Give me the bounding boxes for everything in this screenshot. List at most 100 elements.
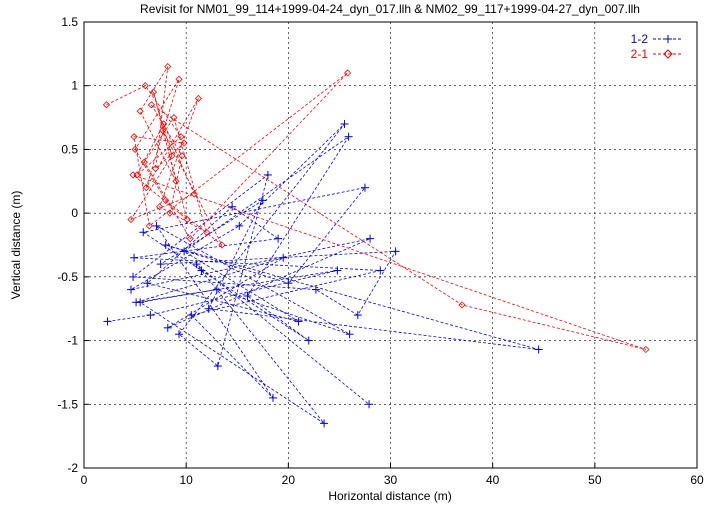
data-point	[320, 419, 329, 428]
data-point	[353, 311, 362, 320]
data-point	[146, 311, 155, 320]
data-point	[166, 209, 174, 217]
data-point	[126, 285, 135, 294]
data-point	[143, 279, 152, 288]
data-point	[340, 119, 349, 128]
data-point	[274, 234, 283, 243]
data-point	[269, 393, 278, 402]
grid-lines	[84, 22, 697, 468]
data-point	[183, 215, 191, 224]
x-tick-label: 50	[588, 473, 602, 487]
data-point	[177, 133, 185, 141]
data-point	[152, 221, 161, 230]
x-tick-label: 20	[282, 473, 296, 487]
data-point	[391, 247, 400, 256]
y-tick-label: 1	[71, 79, 78, 93]
data-point	[136, 107, 144, 115]
data-point	[228, 202, 237, 211]
series-1-2	[103, 119, 543, 428]
data-point	[187, 311, 196, 320]
y-tick-label: 0	[71, 206, 78, 220]
data-point	[258, 196, 267, 205]
data-point	[376, 266, 385, 275]
data-point	[284, 279, 293, 288]
data-point	[162, 196, 170, 204]
data-point	[344, 132, 353, 141]
data-point	[175, 330, 184, 339]
data-point	[147, 101, 155, 109]
data-point	[360, 183, 369, 192]
data-point	[192, 260, 201, 269]
data-point	[534, 345, 543, 354]
y-tick-label: -1.5	[57, 397, 78, 411]
x-tick-label: 10	[179, 473, 193, 487]
data-point	[279, 253, 288, 262]
x-tick-label: 0	[81, 473, 88, 487]
data-point	[333, 266, 342, 275]
data-point	[168, 152, 176, 160]
data-point	[190, 190, 198, 198]
data-point	[136, 298, 145, 307]
data-point	[102, 101, 111, 109]
data-point	[141, 82, 149, 90]
legend: 1-2 2-1	[631, 32, 683, 61]
data-point	[294, 317, 303, 326]
data-point	[180, 139, 188, 147]
y-tick-label: 0.5	[61, 142, 78, 156]
data-point	[235, 221, 244, 230]
data-point	[130, 253, 139, 262]
data-point	[156, 203, 164, 211]
y-axis-label: Vertical distance (m)	[9, 191, 23, 300]
y-tick-label: -0.5	[57, 270, 78, 284]
data-point	[131, 145, 139, 153]
series-2-1	[102, 63, 650, 354]
data-point	[139, 228, 148, 237]
legend-marker-2-1	[663, 49, 673, 59]
data-point	[161, 241, 170, 249]
data-point	[160, 120, 168, 128]
y-tick-label: -2	[67, 461, 78, 475]
x-tick-label: 30	[384, 473, 398, 487]
data-point	[642, 345, 650, 354]
data-point	[140, 158, 148, 166]
data-point	[103, 317, 112, 326]
data-point	[203, 228, 211, 236]
data-point	[213, 362, 222, 371]
data-point	[186, 235, 194, 243]
series-line	[107, 123, 539, 424]
data-point	[212, 285, 221, 294]
data-point	[127, 215, 135, 224]
axis-labels: 0 10 20 30 40 50 60 -2 -1.5 -1 -0.5 0 0.5 1 1.5	[57, 15, 704, 487]
data-point	[458, 301, 466, 309]
y-tick-label: 1.5	[61, 15, 78, 29]
data-point	[159, 126, 167, 134]
data-point	[129, 171, 137, 179]
data-point	[130, 133, 138, 141]
data-point	[263, 170, 272, 179]
series-line	[106, 66, 647, 350]
data-point	[145, 222, 153, 230]
data-point	[142, 184, 150, 192]
data-point	[172, 177, 180, 185]
data-point	[194, 94, 202, 103]
x-tick-label: 40	[486, 473, 500, 487]
data-point	[366, 234, 375, 243]
data-point	[218, 241, 226, 249]
data-point	[304, 336, 313, 345]
legend-label-2-1: 2-1	[631, 47, 649, 61]
data-point	[163, 323, 172, 332]
data-point	[180, 247, 189, 256]
x-tick-label: 60	[690, 473, 704, 487]
chart-title: Revisit for NM01_99_114+1999-04-24_dyn_0…	[140, 2, 640, 16]
data-point	[345, 330, 354, 339]
legend-marker-1-2	[664, 35, 672, 43]
data-point	[129, 272, 138, 281]
data-point	[178, 152, 186, 160]
data-point	[204, 304, 213, 313]
x-axis-label: Horizontal distance (m)	[328, 489, 451, 503]
y-tick-label: -1	[67, 334, 78, 348]
data-point	[344, 69, 352, 77]
data-point	[311, 285, 320, 294]
data-point	[164, 63, 172, 71]
